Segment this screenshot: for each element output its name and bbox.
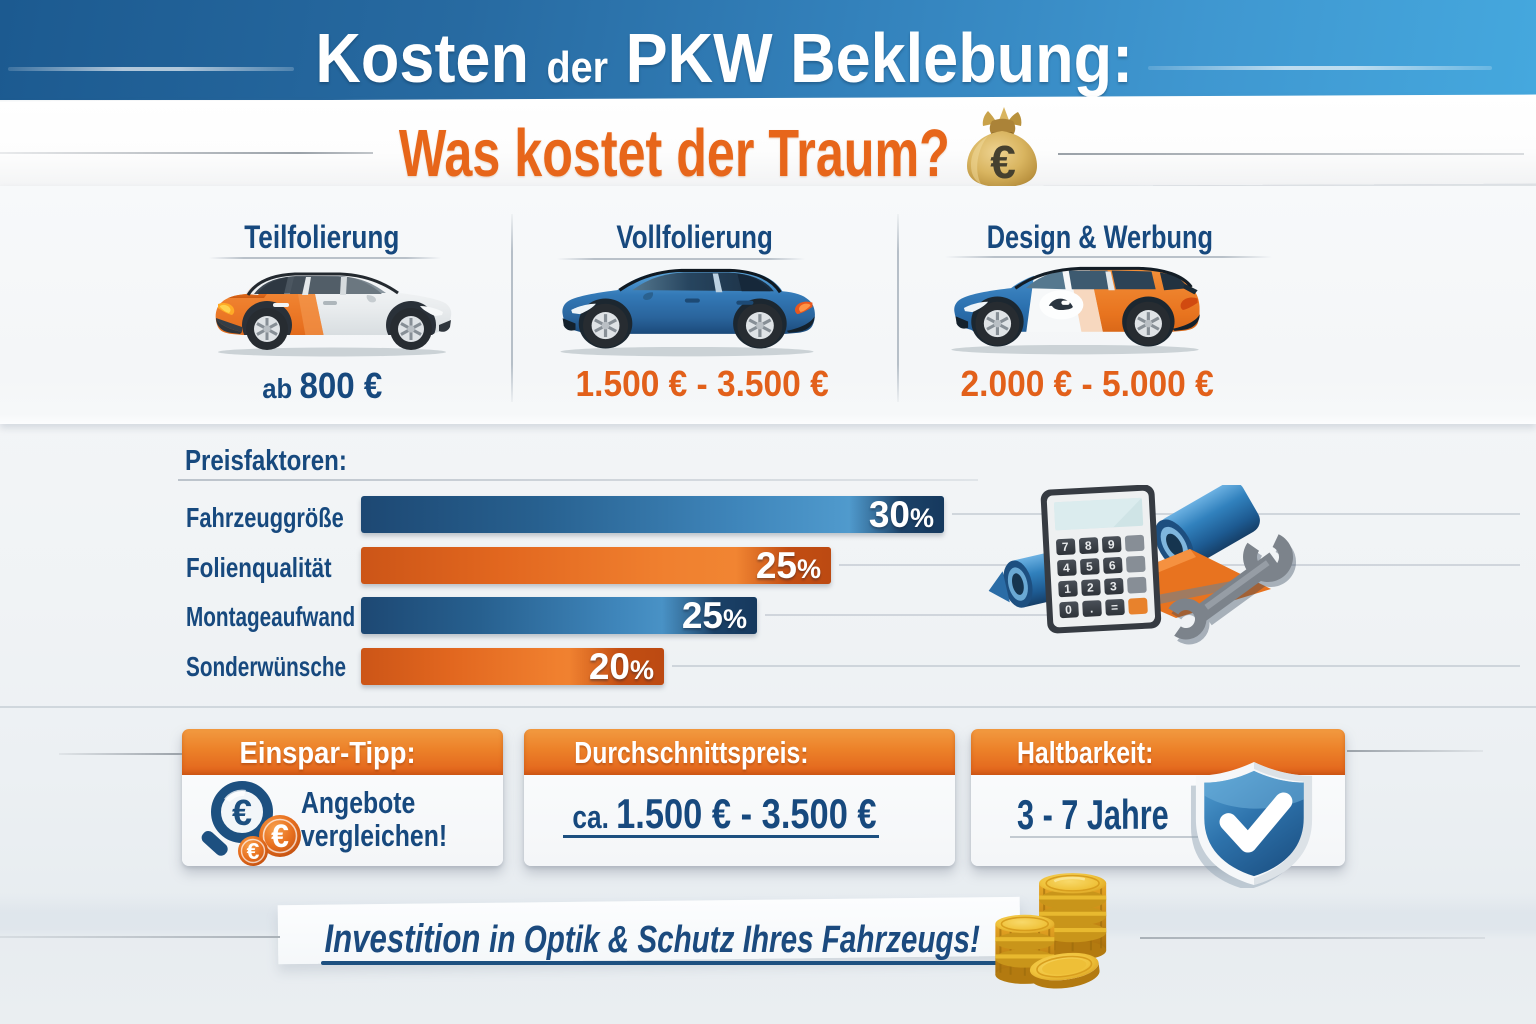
svg-text:0: 0 [1065,603,1073,617]
svg-text:6: 6 [1109,558,1117,572]
svg-text:4: 4 [1063,561,1071,575]
svg-text:8: 8 [1085,538,1093,552]
svg-text:€: € [990,136,1016,188]
svg-text:€: € [247,838,260,864]
svg-text:9: 9 [1107,537,1115,551]
svg-text:5: 5 [1086,559,1094,573]
svg-text:=: = [1111,600,1119,614]
svg-text:1: 1 [1064,582,1072,596]
svg-text:.: . [1089,601,1093,615]
svg-text:€: € [232,792,252,833]
svg-text:2: 2 [1087,580,1095,594]
svg-text:€: € [271,818,289,854]
svg-text:7: 7 [1062,540,1070,554]
svg-text:3: 3 [1110,579,1118,593]
